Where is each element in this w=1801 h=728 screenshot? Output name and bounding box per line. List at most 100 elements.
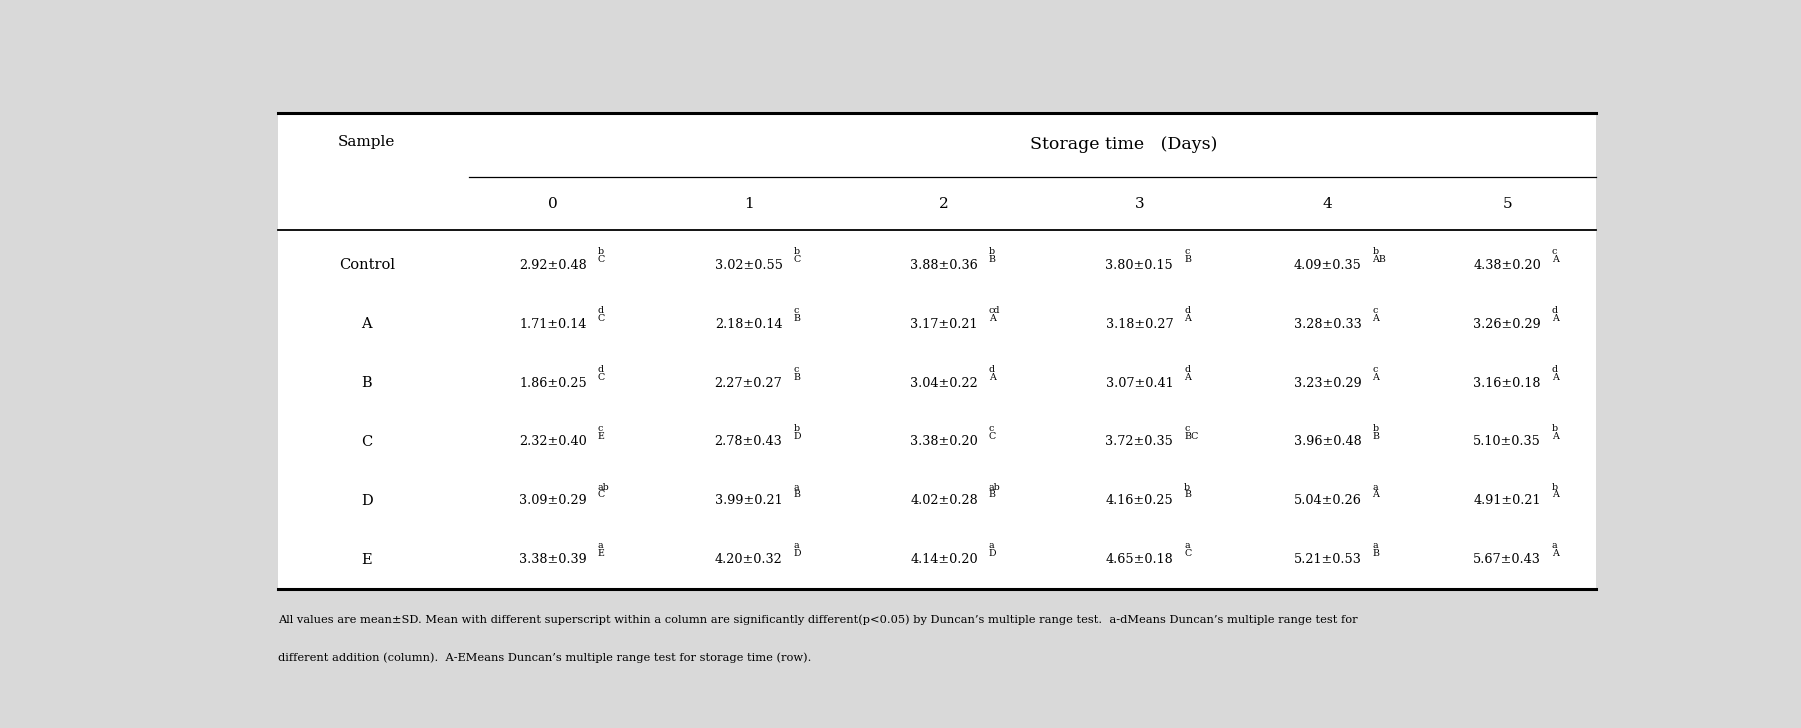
Text: 3.96±0.48: 3.96±0.48 <box>1293 435 1362 448</box>
Text: A: A <box>1372 314 1380 323</box>
Text: 3: 3 <box>1135 197 1144 210</box>
Text: a: a <box>1372 542 1378 550</box>
Text: 5.67±0.43: 5.67±0.43 <box>1473 553 1542 566</box>
Text: E: E <box>598 549 605 558</box>
Text: Sample: Sample <box>339 135 396 149</box>
Text: 4.38±0.20: 4.38±0.20 <box>1473 259 1542 272</box>
Text: C: C <box>989 432 996 440</box>
Text: 3.17±0.21: 3.17±0.21 <box>910 317 978 331</box>
Text: C: C <box>598 373 605 381</box>
Text: 3.28±0.33: 3.28±0.33 <box>1293 317 1362 331</box>
Text: a: a <box>792 483 800 491</box>
Text: 4.09±0.35: 4.09±0.35 <box>1293 259 1362 272</box>
Text: 3.88±0.36: 3.88±0.36 <box>910 259 978 272</box>
Text: b: b <box>792 247 800 256</box>
Text: a: a <box>792 542 800 550</box>
Text: 4.91±0.21: 4.91±0.21 <box>1473 494 1542 507</box>
Text: B: B <box>362 376 373 390</box>
Text: B: B <box>989 255 996 264</box>
Text: a: a <box>1372 483 1378 491</box>
Text: ab: ab <box>989 483 1000 491</box>
Text: 3.38±0.20: 3.38±0.20 <box>910 435 978 448</box>
Text: d: d <box>1552 306 1558 315</box>
Text: A: A <box>1552 432 1558 440</box>
Text: b: b <box>1552 424 1558 432</box>
Text: A: A <box>362 317 373 331</box>
Text: 2.92±0.48: 2.92±0.48 <box>519 259 587 272</box>
Text: 3.80±0.15: 3.80±0.15 <box>1106 259 1172 272</box>
Text: b: b <box>989 247 994 256</box>
Text: B: B <box>792 491 800 499</box>
Text: d: d <box>598 365 603 374</box>
Text: 2.27±0.27: 2.27±0.27 <box>715 376 782 389</box>
Text: B: B <box>1372 549 1380 558</box>
Text: A: A <box>1552 255 1558 264</box>
Text: All values are mean±SD. Mean with different superscript within a column are sign: All values are mean±SD. Mean with differ… <box>277 614 1358 625</box>
Text: a: a <box>1552 542 1558 550</box>
Text: d: d <box>1183 365 1190 374</box>
Text: D: D <box>792 432 801 440</box>
Text: c: c <box>1552 247 1558 256</box>
Text: 3.09±0.29: 3.09±0.29 <box>519 494 587 507</box>
Text: A: A <box>989 314 996 323</box>
Text: AB: AB <box>1372 255 1387 264</box>
Text: A: A <box>1552 491 1558 499</box>
Text: b: b <box>1552 483 1558 491</box>
Text: a: a <box>1183 542 1190 550</box>
Text: 5: 5 <box>1502 197 1513 210</box>
Text: 3.07±0.41: 3.07±0.41 <box>1106 376 1172 389</box>
Text: 2.32±0.40: 2.32±0.40 <box>519 435 587 448</box>
Text: B: B <box>792 314 800 323</box>
Text: a: a <box>598 542 603 550</box>
Text: D: D <box>989 549 996 558</box>
Text: 4: 4 <box>1324 197 1333 210</box>
Text: BC: BC <box>1183 432 1198 440</box>
Text: B: B <box>792 373 800 381</box>
Text: 3.16±0.18: 3.16±0.18 <box>1473 376 1542 389</box>
Text: 2.18±0.14: 2.18±0.14 <box>715 317 782 331</box>
Text: 3.18±0.27: 3.18±0.27 <box>1106 317 1172 331</box>
Text: 4.02±0.28: 4.02±0.28 <box>910 494 978 507</box>
Text: c: c <box>1183 247 1189 256</box>
Text: d: d <box>1552 365 1558 374</box>
Text: A: A <box>1552 373 1558 381</box>
Text: B: B <box>1183 491 1190 499</box>
Text: A: A <box>989 373 996 381</box>
Text: c: c <box>1183 424 1189 432</box>
Text: c: c <box>1372 306 1378 315</box>
Text: d: d <box>989 365 994 374</box>
Text: 3.26±0.29: 3.26±0.29 <box>1473 317 1542 331</box>
Text: C: C <box>598 255 605 264</box>
Text: D: D <box>360 494 373 507</box>
Text: Control: Control <box>339 258 394 272</box>
Text: C: C <box>362 435 373 449</box>
Text: b: b <box>792 424 800 432</box>
Text: 3.99±0.21: 3.99±0.21 <box>715 494 782 507</box>
Text: 4.65±0.18: 4.65±0.18 <box>1106 553 1172 566</box>
Text: 5.21±0.53: 5.21±0.53 <box>1293 553 1362 566</box>
Text: 2: 2 <box>938 197 949 210</box>
FancyBboxPatch shape <box>277 113 1596 589</box>
Text: b: b <box>1183 483 1190 491</box>
Text: E: E <box>362 553 373 566</box>
Text: 3.04±0.22: 3.04±0.22 <box>910 376 978 389</box>
Text: c: c <box>792 306 798 315</box>
Text: 0: 0 <box>548 197 558 210</box>
Text: d: d <box>598 306 603 315</box>
Text: C: C <box>1183 549 1190 558</box>
Text: c: c <box>792 365 798 374</box>
Text: A: A <box>1552 549 1558 558</box>
Text: A: A <box>1372 491 1380 499</box>
Text: A: A <box>1183 373 1190 381</box>
Text: c: c <box>598 424 603 432</box>
Text: c: c <box>989 424 994 432</box>
Text: C: C <box>792 255 800 264</box>
Text: 4.16±0.25: 4.16±0.25 <box>1106 494 1172 507</box>
Text: b: b <box>1372 424 1378 432</box>
Text: 1.86±0.25: 1.86±0.25 <box>519 376 587 389</box>
Text: B: B <box>989 491 996 499</box>
Text: C: C <box>598 491 605 499</box>
Text: B: B <box>1372 432 1380 440</box>
Text: A: A <box>1183 314 1190 323</box>
Text: A: A <box>1552 314 1558 323</box>
